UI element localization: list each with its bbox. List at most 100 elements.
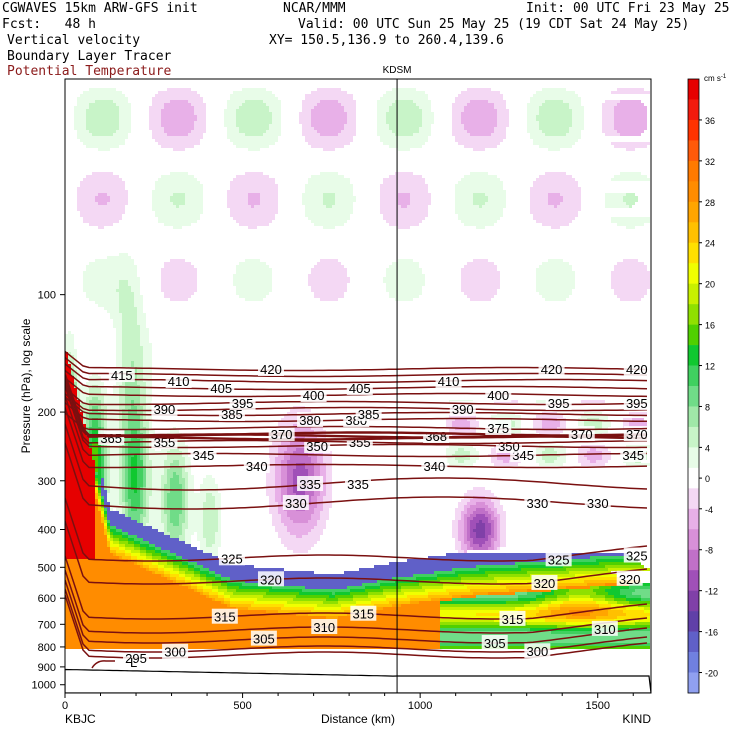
theta-contour-label: 370 — [623, 426, 650, 442]
svg-text:340: 340 — [424, 459, 446, 474]
svg-text:400: 400 — [303, 388, 325, 403]
vertical-velocity-field — [65, 88, 650, 649]
svg-text:415: 415 — [111, 368, 133, 383]
y-tick-label: 400 — [38, 525, 56, 537]
theta-contour — [65, 407, 648, 469]
svg-text:400: 400 — [487, 388, 509, 403]
svg-text:325: 325 — [548, 552, 570, 567]
theta-contour-label: 405 — [208, 380, 235, 396]
svg-text:410: 410 — [168, 374, 190, 389]
colorbar-bin — [688, 304, 699, 325]
colorbar-bin — [688, 99, 699, 121]
theta-contour-label: 320 — [531, 574, 558, 591]
theta-contour-label: 310 — [311, 619, 338, 635]
svg-text:295: 295 — [125, 651, 147, 666]
svg-text:395: 395 — [626, 396, 648, 411]
svg-text:370: 370 — [626, 427, 648, 442]
svg-text:405: 405 — [210, 381, 232, 396]
theta-contour-label: 305 — [481, 634, 508, 651]
svg-text:395: 395 — [232, 396, 254, 411]
colorbar-tick-label: -16 — [705, 628, 718, 638]
colorbar-units: cm s-1 — [704, 74, 727, 83]
svg-text:320: 320 — [619, 572, 641, 587]
y-tick-label: 800 — [38, 642, 56, 654]
colorbar-bin — [688, 345, 699, 366]
theta-contour-label: 365 — [98, 430, 125, 446]
svg-text:335: 335 — [299, 477, 321, 492]
y-axis-title: Pressure (hPa), log scale — [19, 318, 33, 453]
colorbar-bin — [688, 242, 699, 264]
svg-text:370: 370 — [271, 427, 293, 442]
header-line1-center: NCAR/MMM — [283, 1, 346, 16]
x-start-label: KBJC — [65, 712, 96, 726]
theta-contour-label: 368 — [423, 428, 450, 444]
theta-contour-label: 370 — [268, 426, 295, 442]
terrain: L — [65, 655, 651, 693]
colorbar: 36 32 28 24 20 16 12 8 4 0 -4 -8 -12 -16 -20 cm s-1 — [687, 74, 727, 694]
pbl-line — [91, 660, 115, 669]
theta-contour-label: 320 — [616, 570, 643, 587]
pbl-label: L — [130, 655, 137, 670]
theta-contour-label: 315 — [350, 605, 377, 622]
theta-contour-label: 350 — [495, 438, 522, 454]
svg-text:300: 300 — [164, 645, 186, 660]
svg-text:385: 385 — [358, 407, 380, 422]
svg-text:305: 305 — [253, 632, 275, 647]
svg-text:310: 310 — [594, 622, 616, 637]
header-line2-right: Valid: 00 UTC Sun 25 May 25 (19 CDT Sat … — [298, 17, 690, 32]
theta-contour-label: 385 — [355, 406, 382, 422]
theta-contour-label: 410 — [165, 373, 192, 389]
theta-contour-label: 295 — [123, 649, 150, 666]
x-tick-label: 1500 — [585, 700, 609, 712]
theta-contour-label: 340 — [421, 458, 448, 474]
theta-contour-label: 400 — [300, 387, 327, 403]
header-line3-left: Vertical velocity — [7, 33, 141, 48]
colorbar-tick-label: 4 — [705, 443, 710, 453]
y-tick-label: 100 — [38, 290, 56, 302]
colorbar-bin — [688, 447, 699, 469]
colorbar-bin — [688, 222, 699, 244]
axes: 0 500 1000 1500 100 200 300 400 500 600 700 800 900 1… — [19, 290, 651, 726]
colorbar-bin — [688, 365, 699, 387]
svg-text:305: 305 — [484, 636, 506, 651]
svg-text:335: 335 — [347, 477, 369, 492]
y-tick-label: 500 — [38, 562, 56, 574]
theta-contour-label: 310 — [591, 620, 618, 637]
theta-contour — [65, 395, 647, 458]
theta-contour-label: 415 — [108, 367, 135, 383]
colorbar-bin — [688, 611, 699, 632]
svg-text:315: 315 — [502, 612, 524, 627]
svg-text:420: 420 — [541, 362, 563, 377]
colorbar-tick-label: 24 — [705, 239, 715, 249]
svg-text:365: 365 — [100, 431, 122, 446]
theta-contour-label: 380 — [297, 412, 324, 428]
theta-contour-label: 420 — [623, 361, 650, 377]
theta-contour-label: 405 — [346, 380, 373, 396]
colorbar-tick-label: -8 — [705, 546, 713, 556]
y-tick-label: 300 — [38, 476, 56, 488]
colorbar-bin — [688, 426, 699, 448]
svg-text:355: 355 — [154, 435, 176, 450]
x-tick-label: 0 — [62, 700, 68, 712]
colorbar-bin — [688, 631, 699, 653]
theta-contour — [65, 569, 648, 634]
svg-text:395: 395 — [548, 396, 570, 411]
theta-contour-label: 395 — [623, 395, 650, 411]
colorbar-bin — [688, 283, 699, 305]
x-tick-label: 500 — [233, 700, 251, 712]
svg-text:375: 375 — [487, 421, 509, 436]
theta-contour-label: 345 — [620, 447, 647, 463]
theta-contour-label: 335 — [297, 476, 324, 492]
svg-text:368: 368 — [425, 429, 447, 444]
svg-text:330: 330 — [285, 496, 307, 511]
theta-contour-label: 390 — [449, 401, 476, 417]
svg-text:350: 350 — [306, 439, 328, 454]
svg-text:405: 405 — [349, 381, 371, 396]
colorbar-bin — [688, 140, 699, 162]
header-line1-right: Init: 00 UTC Fri 23 May 25 — [526, 1, 730, 16]
theta-contour-label: 335 — [345, 476, 371, 492]
colorbar-tick-label: 16 — [705, 321, 715, 331]
theta-contour-label: 330 — [584, 495, 611, 511]
y-tick-label: 200 — [38, 407, 56, 419]
header-line5-left: Potential Temperature — [7, 64, 172, 79]
